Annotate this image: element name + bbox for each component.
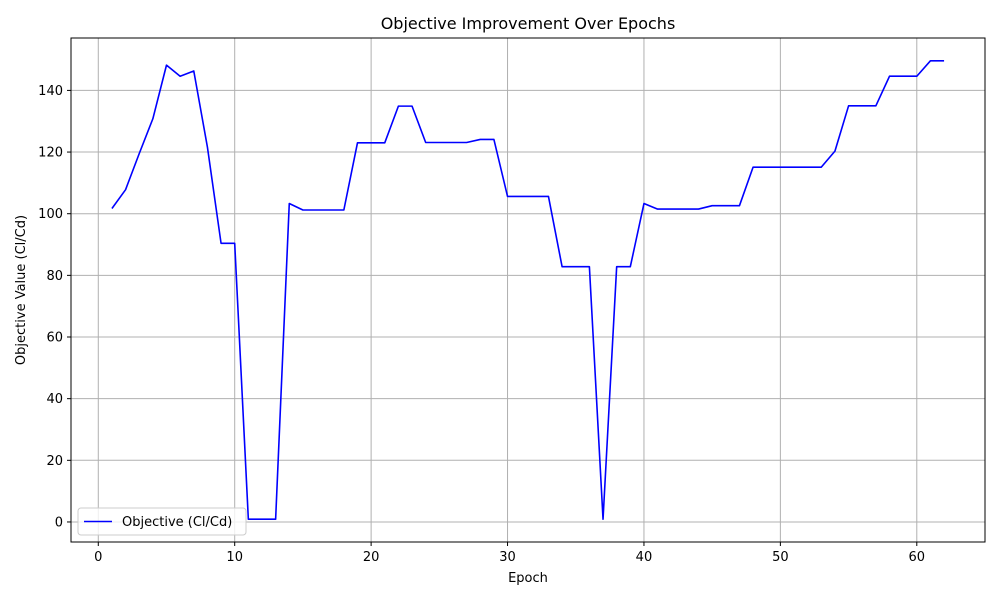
y-tick-label: 80 [46,269,63,284]
y-tick-label: 0 [55,515,63,530]
series-layer [111,60,945,520]
x-tick-label: 20 [363,550,380,565]
y-tick-label: 120 [38,146,63,161]
y-tick-label: 100 [38,207,63,222]
y-tick-label: 20 [46,454,63,469]
legend-label: Objective (Cl/Cd) [122,515,232,530]
y-tick-label: 40 [46,392,63,407]
y-axis: 0 20 40 60 80 100 120 140 [38,84,71,530]
grid [71,38,985,542]
y-tick-label: 140 [38,84,63,99]
x-axis-title: Epoch [508,571,548,586]
x-tick-label: 50 [772,550,789,565]
legend: Objective (Cl/Cd) [77,507,247,536]
y-tick-label: 60 [46,331,63,346]
x-tick-label: 60 [909,550,926,565]
x-tick-label: 0 [94,550,102,565]
plot-area [70,37,986,543]
x-tick-label: 40 [636,550,653,565]
series-line [111,60,945,520]
chart-title: Objective Improvement Over Epochs [381,14,676,33]
x-tick-label: 30 [499,550,516,565]
y-axis-title: Objective Value (Cl/Cd) [14,215,29,365]
x-axis: 0 10 20 30 40 50 60 [94,542,925,565]
legend-box [77,507,247,536]
x-tick-label: 10 [226,550,243,565]
